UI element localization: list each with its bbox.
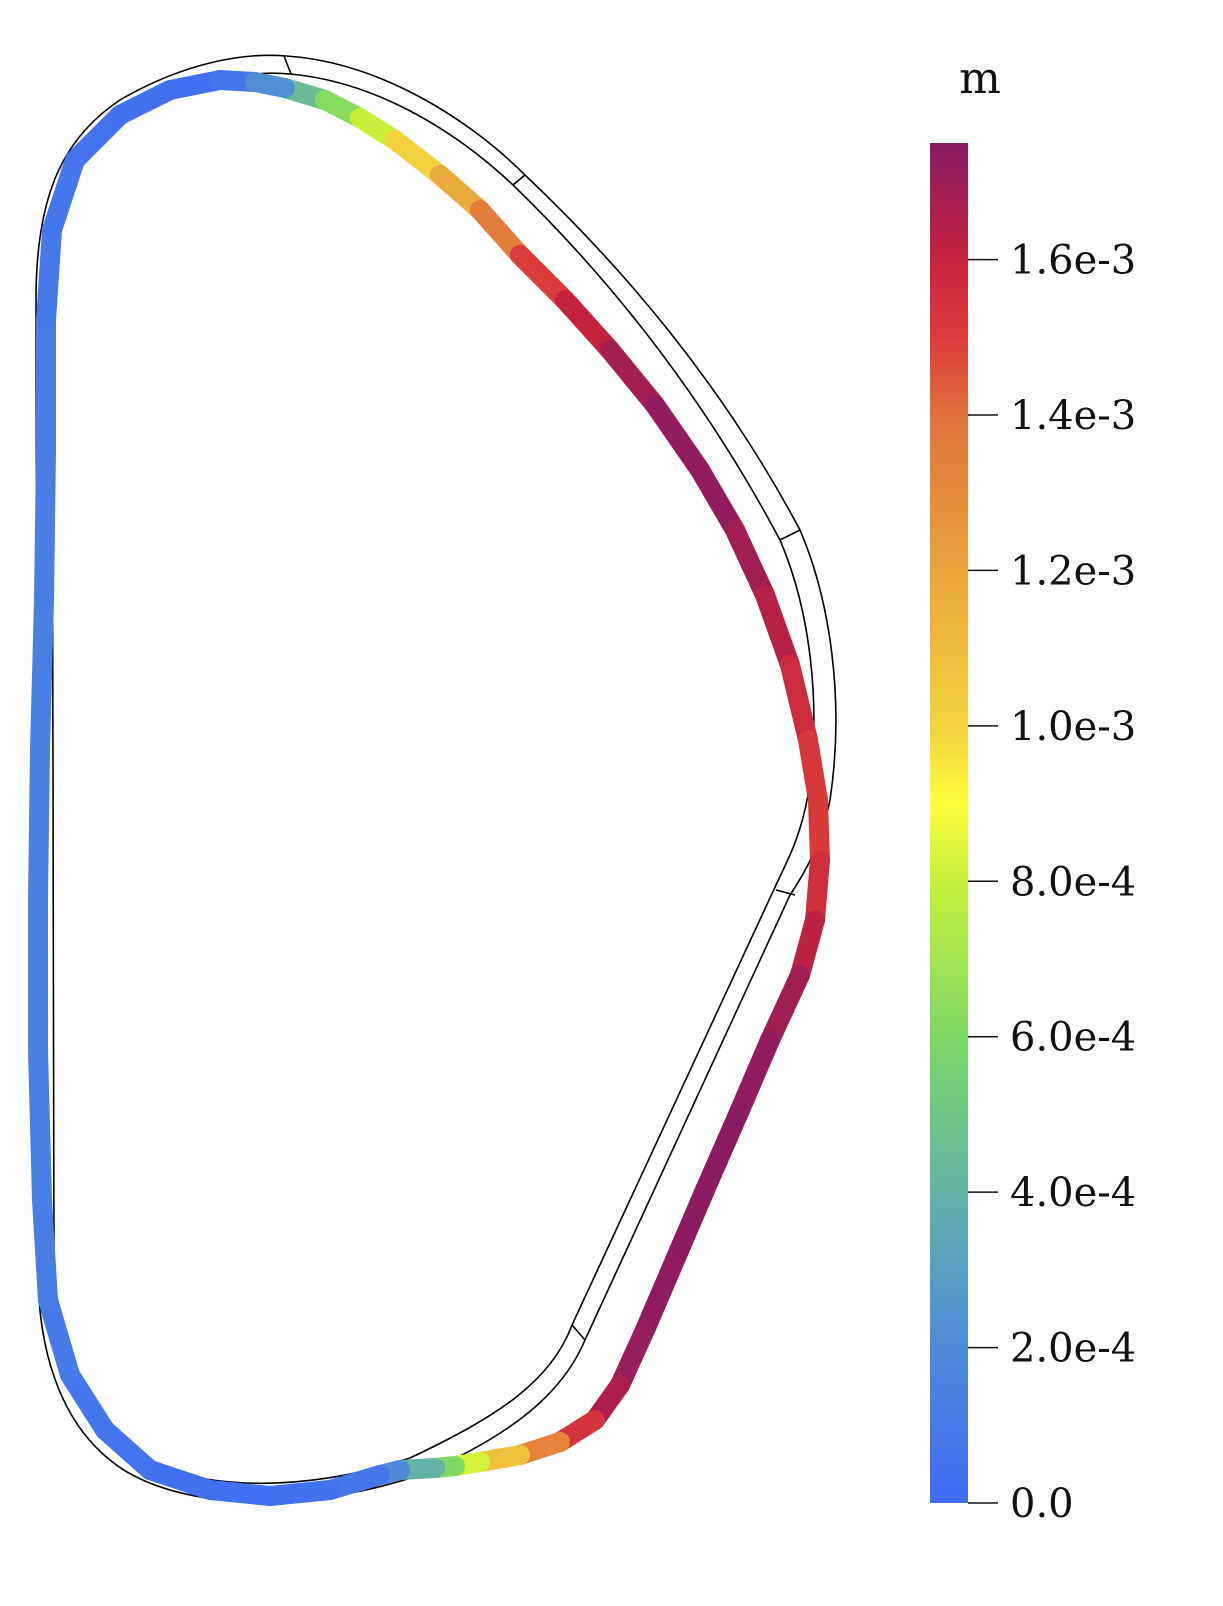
colorbar-tick-label: 1.6e-3 <box>1010 238 1136 284</box>
deformed-band-segment <box>665 1180 715 1270</box>
colorbar-tick-label: 0.0 <box>1010 1481 1074 1527</box>
segment-divider <box>512 174 526 186</box>
reference-inner-boundary <box>51 72 815 1485</box>
deformed-band-segment <box>755 585 800 675</box>
deformed-band-segment <box>140 1460 220 1500</box>
colorbar: m 0.0 2.0e-4 4.0e-4 6.0e-4 8.0e-4 1.0e-3 1.2e-… <box>930 53 1136 1527</box>
deformed-band-segment <box>245 72 295 98</box>
deformed-band-segment <box>695 1100 750 1200</box>
deformed-band-segment <box>610 1320 655 1395</box>
deformed-band-segment <box>32 1190 58 1310</box>
colorbar-ticks: 0.0 2.0e-4 4.0e-4 6.0e-4 8.0e-4 1.0e-3 1.2e-3 1… <box>968 238 1136 1527</box>
deformed-band-segment <box>28 1040 52 1210</box>
segment-divider <box>571 1324 586 1341</box>
colorbar-tick-label: 1.4e-3 <box>1010 393 1136 439</box>
deformed-band-segment <box>95 1420 160 1480</box>
colorbar-tick-label: 8.0e-4 <box>1010 859 1136 905</box>
deformed-band-segment <box>42 150 85 240</box>
reference-outline <box>35 54 837 1503</box>
deformed-band-segment <box>30 590 54 760</box>
deformed-band-segment <box>65 105 130 170</box>
deformed-band-segment <box>34 440 56 610</box>
colorbar-unit-label: m <box>959 53 1001 104</box>
deformed-band-segment <box>645 395 710 480</box>
colorbar-tick-label: 2.0e-4 <box>1010 1326 1136 1372</box>
colorbar-tick-label: 1.2e-3 <box>1010 548 1136 594</box>
deformed-band-segment <box>725 520 775 605</box>
deformed-band-segment <box>600 340 665 415</box>
deformed-band <box>28 70 830 1506</box>
deformed-band-segment <box>36 220 62 330</box>
segment-divider <box>283 55 292 75</box>
deformed-band-segment <box>200 1480 280 1506</box>
colorbar-tick-label: 1.0e-3 <box>1010 704 1136 750</box>
deformed-band-segment <box>730 1030 780 1120</box>
deformed-band-segment <box>805 850 830 930</box>
segment-divider <box>775 889 796 896</box>
deformed-band-segment <box>28 740 50 910</box>
deformed-band-segment <box>555 290 620 360</box>
deformed-band-segment <box>760 965 810 1050</box>
colorbar-gradient-bar <box>930 143 968 1503</box>
deformed-band-segment <box>690 460 745 540</box>
colorbar-tick-label: 6.0e-4 <box>1010 1015 1136 1061</box>
deformed-band-segment <box>808 790 830 870</box>
deformed-band-segment <box>60 1365 115 1440</box>
deformed-band-segment <box>470 200 530 265</box>
segment-divider <box>779 529 801 541</box>
deformed-band-segment <box>780 655 818 750</box>
deformed-band-segment <box>38 1290 80 1385</box>
deformed-band-segment <box>635 1250 685 1340</box>
colorbar-tick-label: 4.0e-4 <box>1010 1170 1136 1216</box>
reference-outer-boundary <box>35 54 837 1503</box>
deformed-band-segment <box>260 1480 340 1506</box>
deformed-band-segment <box>510 245 575 310</box>
deformed-band-segment <box>798 730 828 810</box>
